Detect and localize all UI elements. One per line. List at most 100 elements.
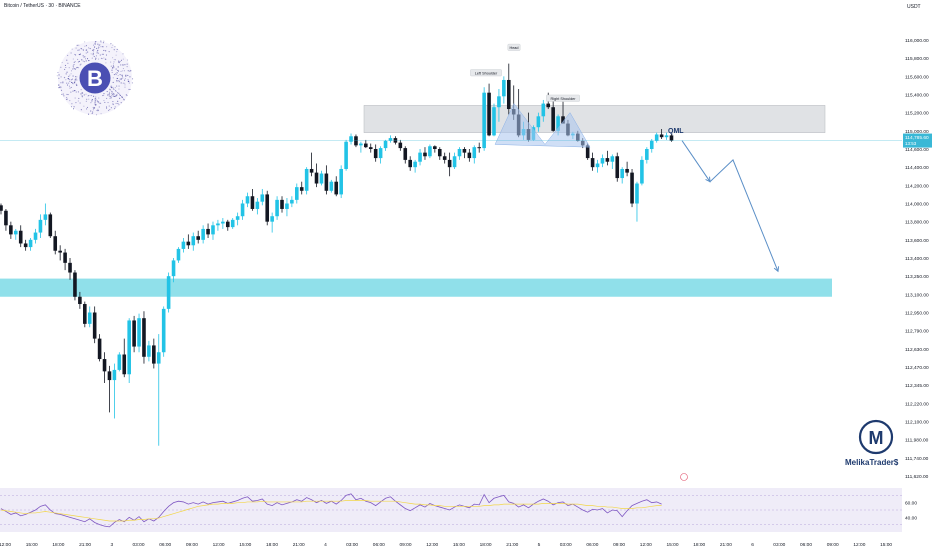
logo-dot [117, 66, 119, 68]
price-tick-label: 112,630.00 [905, 347, 929, 353]
price-tag [903, 133, 932, 148]
logo-dot [91, 112, 93, 115]
logo-dot [85, 49, 87, 51]
logo-dot [103, 40, 105, 42]
logo-dot [116, 81, 118, 83]
candle [398, 142, 403, 149]
logo-dot [91, 100, 93, 102]
logo-dot [70, 79, 73, 81]
candle [551, 107, 555, 131]
logo-dot [111, 46, 113, 49]
logo-dot [98, 97, 100, 99]
logo-dot [112, 92, 114, 94]
price-tick-label: 115,400.00 [905, 93, 929, 99]
time-tick-label: 18:00 [693, 542, 705, 548]
logo-dot [108, 95, 110, 97]
logo-dot [94, 43, 96, 45]
candle [186, 241, 191, 246]
time-tick-label: 18:00 [52, 542, 64, 548]
candle [270, 216, 274, 222]
logo-dot [102, 95, 104, 97]
logo-dot [94, 98, 96, 100]
logo-dot [123, 99, 125, 101]
logo-dot [69, 80, 71, 82]
logo-dot [64, 76, 66, 78]
price-tick-label: 111,740.00 [905, 456, 929, 462]
logo-dot [66, 71, 68, 73]
logo-dot [86, 58, 89, 60]
candle [73, 272, 77, 297]
logo-dot [113, 67, 115, 69]
logo-dot [74, 79, 76, 81]
logo-dot [84, 41, 86, 43]
logo-dot [117, 70, 120, 72]
rsi-panel [0, 488, 902, 532]
logo-dot [101, 58, 103, 60]
logo-dot [57, 72, 59, 74]
logo-dot [125, 75, 127, 77]
logo-dot [80, 48, 82, 50]
logo-dot [94, 101, 96, 103]
candle [13, 230, 18, 235]
logo-dot [60, 89, 63, 91]
candle [117, 354, 122, 370]
logo-dot [90, 53, 92, 55]
candle [53, 236, 58, 251]
logo-dot [70, 86, 72, 89]
logo-dot [58, 77, 60, 79]
candle [605, 158, 610, 162]
logo-dot [112, 57, 114, 59]
logo-dot [93, 56, 95, 58]
logo-dot [112, 88, 114, 90]
logo-dot [81, 59, 83, 61]
logo-dot [68, 78, 70, 81]
logo-dot [116, 72, 118, 74]
candle [556, 116, 560, 131]
logo-dot [100, 41, 102, 43]
logo-dot [69, 87, 71, 89]
candle [418, 152, 422, 162]
candle [649, 140, 654, 149]
logo-dot [98, 44, 100, 46]
candle [659, 134, 664, 138]
logo-dot [120, 64, 122, 66]
logo-dot [127, 70, 129, 72]
arrow-head [773, 266, 780, 273]
candle [669, 135, 674, 141]
logo-dot [98, 46, 100, 49]
candle [447, 159, 452, 168]
logo-dot [92, 111, 94, 113]
candle [477, 147, 482, 149]
logo-dot [84, 56, 86, 58]
logo-dot [107, 101, 109, 104]
logo-dot [77, 58, 79, 60]
candle [290, 199, 294, 204]
candle [97, 338, 102, 360]
logo-dot [77, 61, 79, 63]
logo-dot [79, 53, 82, 55]
logo-dot [83, 105, 85, 107]
logo-dot [115, 95, 117, 97]
logo-dot [110, 43, 112, 45]
logo-dot [72, 58, 74, 60]
candle [630, 172, 634, 204]
logo-dot [74, 76, 77, 78]
logo-dot [73, 61, 75, 63]
logo-dot [61, 61, 63, 64]
logo-dot [87, 95, 89, 97]
logo-dot [119, 74, 121, 76]
logo-dot [110, 61, 112, 63]
logo-dot [60, 76, 62, 78]
candle [87, 312, 92, 324]
logo-dot [79, 64, 81, 66]
logo-dot [72, 90, 74, 92]
candle [38, 219, 43, 233]
logo-dot [90, 102, 92, 104]
candle [240, 203, 245, 217]
logo-dot [110, 85, 112, 87]
logo-dot [102, 53, 104, 55]
logo-dot [113, 74, 115, 76]
logo-dot [115, 73, 117, 75]
